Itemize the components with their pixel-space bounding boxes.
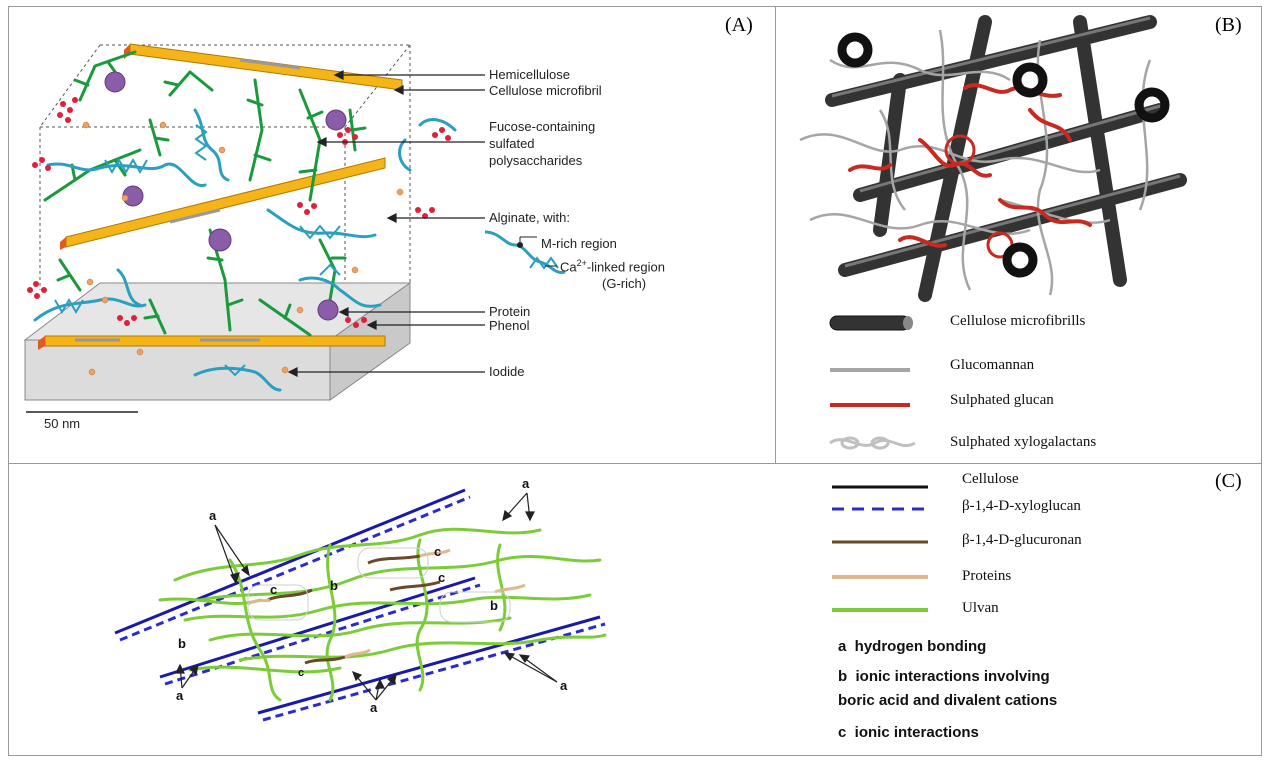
interaction-b-line2: boric acid and divalent cations (838, 692, 1058, 709)
alginate-legend-illustration (484, 230, 566, 274)
legend-b-cellulose-microfibrills: Cellulose microfibrills (950, 313, 1086, 329)
legend-b-sulphated-xylogalactans: Sulphated xylogalactans (950, 434, 1097, 450)
alginate-legend-pointers (517, 236, 557, 267)
ca-superscript: 2+ (576, 258, 587, 268)
panel-a-leader-lines (287, 70, 485, 377)
panel-a-label: (A) (725, 14, 753, 36)
marker-c-middle-right: c (438, 570, 446, 585)
label-cellulose-microfibril: Cellulose microfibril (489, 83, 602, 98)
legend-c-proteins: Proteins (962, 568, 1012, 584)
marker-a-right-bottom: a (560, 678, 568, 693)
marker-c-bottom: c (298, 667, 305, 679)
marker-a-left-top: a (209, 508, 217, 523)
panel-divider-vertical (775, 6, 776, 464)
interaction-c: c ionic interactions (838, 724, 979, 741)
phenol-clusters (27, 97, 451, 328)
label-alginate: Alginate, with: (489, 210, 570, 225)
label-fucose-line1: Fucose-containing (489, 119, 596, 134)
cellulose-rod-highlights (831, 16, 1181, 268)
label-phenol: Phenol (489, 318, 530, 333)
legend-c-xyloglucan: β-1,4-D-xyloglucan (962, 498, 1081, 514)
ca-linked-text: -linked region (586, 259, 665, 275)
iodide-dots (82, 121, 404, 376)
legend-b-sulphated-glucan: Sulphated glucan (950, 392, 1054, 408)
label-hemicellulose: Hemicellulose (489, 67, 570, 82)
label-fucose-line3: polysaccharides (489, 153, 583, 168)
figure-frame (8, 6, 1262, 756)
panel-divider-horizontal (8, 463, 1262, 464)
legend-b-cellulose-symbol (829, 315, 913, 331)
cellulose-lines (114, 488, 601, 715)
protein-blobs (104, 71, 347, 321)
ca-text: Ca (560, 259, 577, 275)
legend-b-glucomannan: Glucomannan (950, 357, 1035, 373)
label-fucose-line2: sulfated (489, 136, 535, 151)
panel-b-label: (B) (1215, 14, 1242, 36)
marker-a-bottom-center: a (370, 700, 378, 715)
marker-b-center: b (330, 578, 338, 593)
marker-c-left: c (270, 582, 278, 597)
marker-b-left: b (178, 636, 186, 651)
marker-a-left-bottom: a (176, 688, 184, 703)
g-rich-regions (54, 124, 341, 377)
legend-b-xylogalactans-symbol (829, 436, 916, 450)
cellulose-microfibril-middle (60, 157, 386, 250)
black-rings (837, 32, 1170, 278)
label-iodide: Iodide (489, 364, 525, 379)
scale-label: 50 nm (44, 416, 81, 431)
legend-c-cellulose: Cellulose (962, 471, 1019, 487)
label-m-rich: M-rich region (541, 236, 617, 251)
legend-c-glucuronan: β-1,4-D-glucuronan (962, 532, 1082, 548)
panel-c-label: (C) (1215, 470, 1242, 492)
marker-arrows (175, 492, 558, 701)
label-ca-linked: Ca2+-linked region (560, 258, 665, 274)
legend-c-ulvan: Ulvan (962, 600, 999, 616)
label-protein: Protein (489, 304, 531, 319)
label-g-rich: (G-rich) (602, 276, 647, 291)
glucuronan-segments (267, 554, 441, 665)
faint-outlines (247, 547, 511, 623)
wireframe-box (39, 44, 411, 320)
marker-b-right: b (490, 598, 498, 613)
marker-c-upper-right: c (434, 544, 442, 559)
interaction-b-line1: b ionic interactions involving (838, 668, 1050, 685)
interaction-a: a hydrogen bonding (838, 638, 987, 655)
marker-a-right-top: a (522, 476, 530, 491)
sulphated-glucan-strands (848, 83, 1092, 248)
cellulose-microfibril-bottom (38, 335, 386, 350)
protein-segments (247, 548, 526, 659)
